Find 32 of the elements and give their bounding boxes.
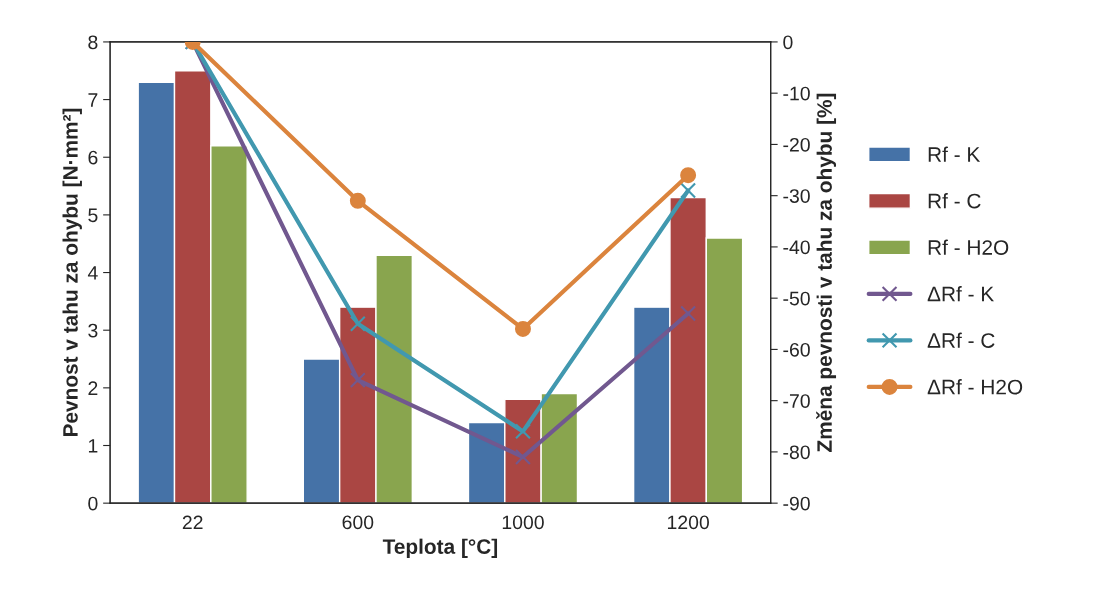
legend-label: ΔRf - H2O [927, 379, 1023, 395]
x-tick-label: 22 [182, 515, 203, 530]
y2-axis-title: Změna pevnosti v tahu za ohybu [%] [816, 93, 837, 452]
y2-tick-label: -20 [783, 137, 810, 152]
y-tick-label: 5 [88, 208, 98, 223]
y-tick-label: 4 [87, 266, 98, 280]
y-tick-label: 1 [88, 439, 98, 453]
legend-label: ΔRf - K [927, 286, 994, 302]
y2-tick-label: -50 [783, 291, 810, 306]
y2-tick-label: -90 [783, 496, 810, 511]
y-tick-label: 0 [88, 496, 98, 511]
y2-tick-label: -30 [783, 189, 810, 203]
y-tick-label: 8 [88, 35, 98, 50]
legend-label: ΔRf - C [927, 332, 995, 348]
y2-tick-label: -70 [783, 394, 810, 408]
y2-tick-label: 0 [783, 35, 793, 50]
y2-tick-label: -60 [783, 342, 810, 357]
x-axis-title: Teplota [°C] [382, 538, 498, 559]
x-tick-label: 600 [342, 515, 374, 530]
y2-tick-label: -10 [783, 86, 810, 101]
y2-tick-label: -40 [783, 240, 810, 255]
y-tick-label: 3 [88, 323, 98, 338]
legend-label: Rf - K [928, 146, 981, 162]
y2-tick-label: -80 [783, 445, 810, 460]
legend-label: Rf - C [928, 193, 981, 209]
x-tick-label: 1200 [667, 515, 709, 530]
y-tick-label: 7 [88, 93, 98, 107]
y-axis-title: Pevnost v tahu za ohybu [N·mm²] [62, 108, 82, 437]
y-tick-label: 6 [88, 150, 98, 165]
legend-label: Rf - H2O [928, 239, 1009, 255]
x-tick-label: 1000 [502, 515, 544, 530]
y-tick-label: 2 [88, 381, 98, 395]
